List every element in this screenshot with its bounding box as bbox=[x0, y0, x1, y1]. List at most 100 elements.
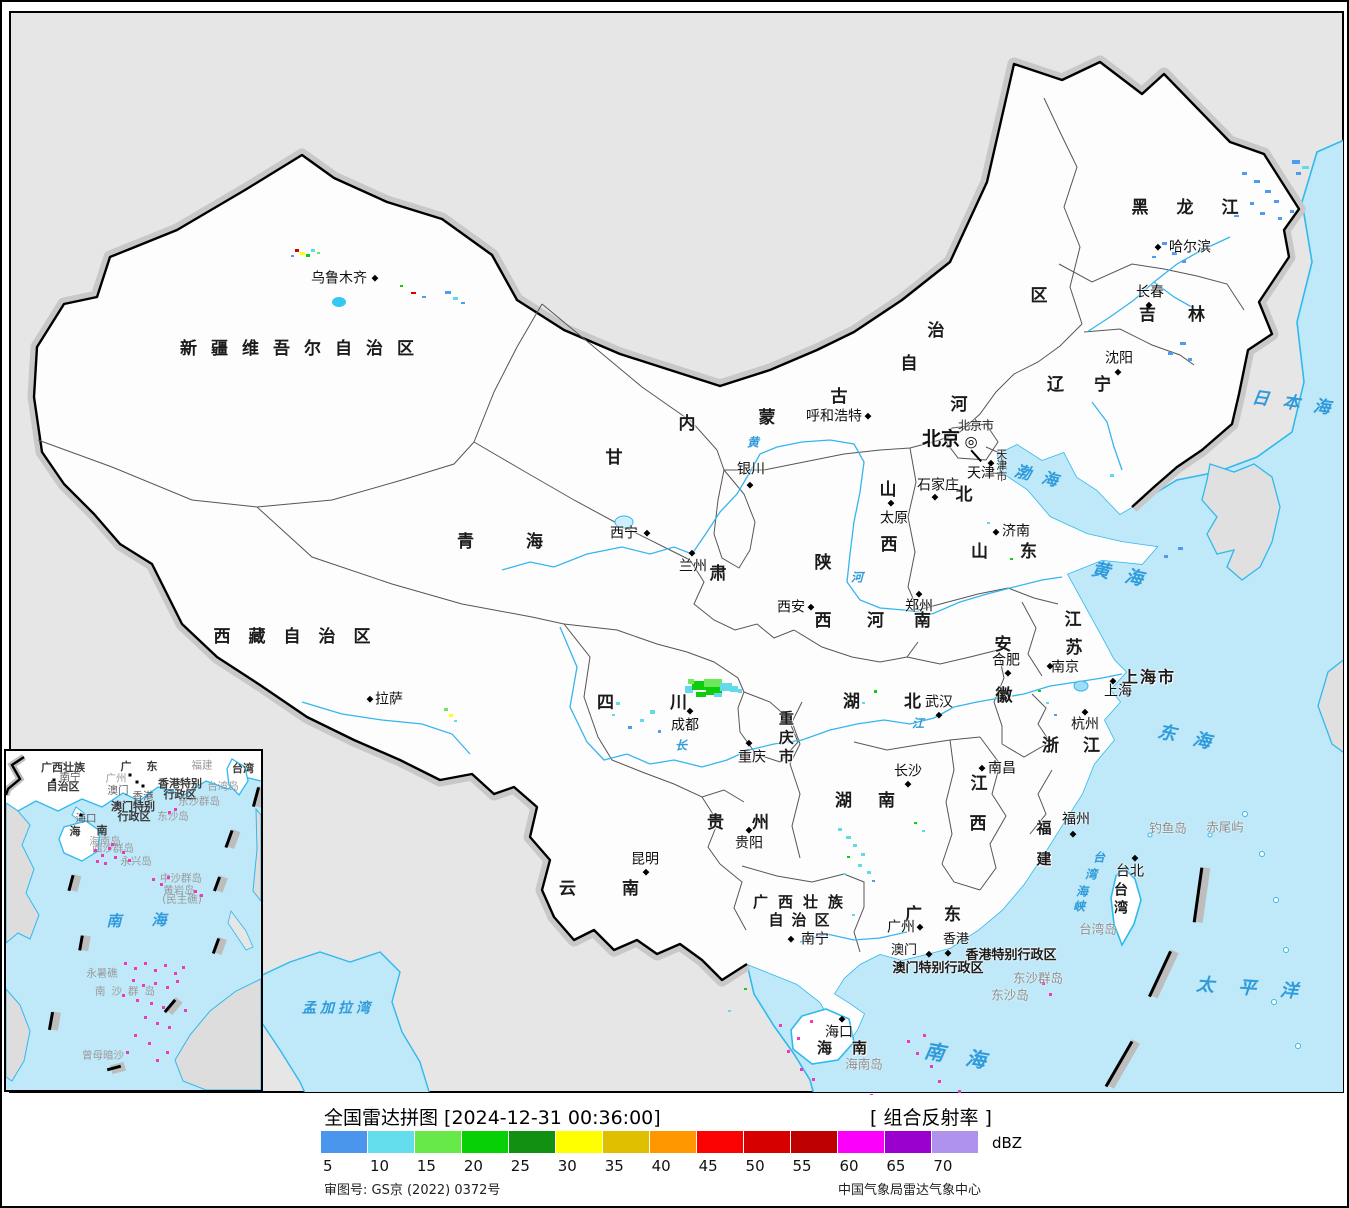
inset-label: 东沙群岛 bbox=[178, 795, 220, 808]
inset-island-dot bbox=[104, 862, 107, 865]
inset-island-dot bbox=[168, 811, 171, 814]
legend-tick-label: 35 bbox=[604, 1157, 624, 1175]
legend-color-segment bbox=[321, 1131, 368, 1153]
inset-island-dot bbox=[101, 854, 104, 857]
sea-area-east bbox=[747, 140, 1343, 1092]
inset-island-dot bbox=[132, 979, 135, 982]
legend-color-segment bbox=[368, 1131, 415, 1153]
inset-island-dot bbox=[111, 843, 114, 846]
inset-label: 海 bbox=[151, 911, 167, 930]
legend-color-segment bbox=[838, 1131, 885, 1153]
inset-palawan bbox=[227, 910, 254, 951]
inset-label: 广西壮族 bbox=[41, 761, 85, 775]
legend-color-segment bbox=[509, 1131, 556, 1153]
inset-label: 永暑礁 bbox=[86, 967, 118, 980]
inset-label: 台湾 bbox=[232, 762, 254, 776]
legend-color-segment bbox=[744, 1131, 791, 1153]
inset-island-dot bbox=[174, 972, 177, 975]
ryukyu-islands bbox=[1147, 811, 1301, 1049]
lake-bosten bbox=[332, 297, 346, 307]
hainan-island bbox=[790, 1008, 855, 1065]
legend-tick-label: 15 bbox=[416, 1157, 436, 1175]
inset-island-dot bbox=[176, 980, 179, 983]
inset-island-dot bbox=[156, 1059, 159, 1062]
legend-color-segment bbox=[791, 1131, 838, 1153]
inset-label: 南 bbox=[106, 912, 122, 931]
inset-island-dot bbox=[167, 876, 170, 879]
legend-colorbar bbox=[321, 1131, 979, 1153]
legend-product-label: [ 组合反射率 ] bbox=[870, 1107, 992, 1129]
inset-borneo bbox=[174, 978, 261, 1090]
inset-label: 香港特别 bbox=[158, 777, 202, 791]
legend-tick-label: 40 bbox=[651, 1157, 671, 1175]
inset-island-dot bbox=[126, 1051, 129, 1054]
inset-island-dot bbox=[156, 1022, 159, 1025]
inset-label: 海口 bbox=[75, 812, 97, 825]
inset-label: 海 bbox=[69, 825, 81, 839]
national-border bbox=[32, 60, 1301, 982]
inset-city-dot bbox=[141, 784, 145, 788]
china-radar-map: 新疆维吾尔自治区 西藏自治区 青海甘肃内蒙古自治区河北山西山东 辽宁 吉林 黑龙江陕西河南… bbox=[2, 2, 1347, 1097]
inset-island-dot bbox=[162, 1006, 165, 1009]
legend-tick-label: 50 bbox=[745, 1157, 765, 1175]
legend-tick-label: 70 bbox=[933, 1157, 953, 1175]
inset-island-dot bbox=[108, 847, 111, 850]
inset-island-dot bbox=[122, 994, 125, 997]
inset-label: 西沙群岛 bbox=[92, 842, 134, 855]
inset-label: 福建 bbox=[191, 759, 213, 772]
rivers bbox=[301, 236, 1231, 943]
inset-island-dot bbox=[200, 894, 203, 897]
inset-label: 曾母暗沙 bbox=[82, 1049, 124, 1062]
korea-peninsula bbox=[1201, 463, 1281, 581]
inset-taiwan bbox=[226, 758, 249, 797]
inset-island-dot bbox=[124, 962, 127, 965]
legend-color-segment bbox=[885, 1131, 932, 1153]
legend-color-segment bbox=[603, 1131, 650, 1153]
inset-label: 永兴岛 bbox=[120, 855, 152, 868]
inset-island-dot bbox=[166, 1051, 169, 1054]
legend-tick-label: 10 bbox=[369, 1157, 390, 1175]
inset-label: 中沙群岛 bbox=[160, 872, 202, 885]
legend-color-segment bbox=[556, 1131, 603, 1153]
inset-island-dot bbox=[144, 1016, 147, 1019]
inset-island-dot bbox=[154, 969, 157, 972]
inset-island-dot bbox=[174, 808, 177, 811]
inset-label: 南沙群岛 bbox=[95, 985, 161, 998]
inset-hainan bbox=[58, 820, 101, 862]
inset-island-dot bbox=[128, 859, 131, 862]
inset-label: 行政区 bbox=[163, 788, 197, 802]
inset-island-dot bbox=[134, 967, 137, 970]
inset-city-dot bbox=[79, 813, 83, 817]
inset-island-dot bbox=[166, 986, 169, 989]
legend-unit-label: dBZ bbox=[992, 1134, 1023, 1152]
legend-color-segment bbox=[932, 1131, 979, 1153]
legend-credit: 中国气象局雷达气象中心 bbox=[838, 1183, 982, 1198]
legend-tick-label: 45 bbox=[698, 1157, 718, 1175]
inset-city-dot bbox=[52, 778, 56, 782]
south-china-sea-inset: 广西壮族 自治区 南宁 广东广州 澳门 香港 香港特别 行政区 澳门特别 行政区 福建 台湾 台湾岛 东沙… bbox=[4, 749, 263, 1092]
inset-label: 广州 bbox=[105, 772, 127, 785]
legend-color-segment bbox=[697, 1131, 744, 1153]
inset-label: 海南岛 bbox=[89, 835, 121, 848]
inset-label: 南 bbox=[96, 824, 108, 838]
inset-leizhou bbox=[71, 806, 85, 822]
inset-label: 自治区 bbox=[46, 780, 80, 794]
inset-island-dot bbox=[168, 1026, 171, 1029]
lake-taihu bbox=[1073, 680, 1089, 692]
inset-island-dot bbox=[194, 890, 197, 893]
legend-panel: 全国雷达拼图 [2024-12-31 00:36:00] [ 组合反射率 ] d… bbox=[2, 1095, 1347, 1206]
legend-title: 全国雷达拼图 [2024-12-31 00:36:00] bbox=[324, 1107, 661, 1129]
legend-color-segment bbox=[462, 1131, 509, 1153]
legend-tick-label: 20 bbox=[463, 1157, 483, 1175]
inset-label: 东 bbox=[146, 760, 158, 774]
inset-island-dot bbox=[134, 1034, 137, 1037]
inset-label: 东沙岛 bbox=[157, 810, 189, 823]
inset-city-dot bbox=[135, 780, 139, 784]
inset-indochina bbox=[6, 802, 40, 944]
legend-tick-label: 55 bbox=[792, 1157, 812, 1175]
legend-tick-label: 60 bbox=[839, 1157, 859, 1175]
inset-island-dot bbox=[150, 1002, 153, 1005]
inset-coastline bbox=[6, 776, 261, 812]
inset-label: 行政区 bbox=[117, 810, 151, 824]
